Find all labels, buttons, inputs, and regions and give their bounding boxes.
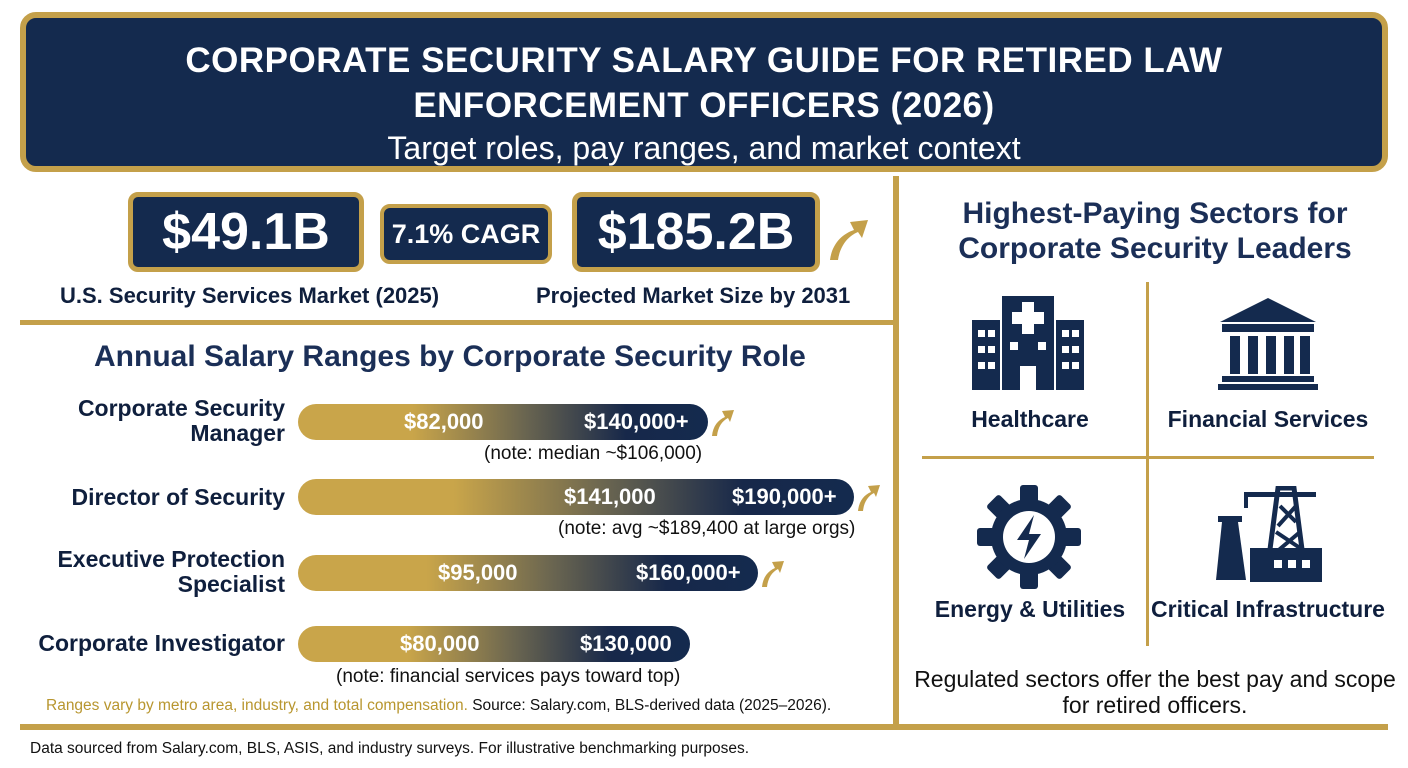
salary-high: $130,000 bbox=[580, 631, 672, 656]
salary-footnote-source: Source: Salary.com, BLS-derived data (20… bbox=[472, 697, 832, 714]
sectors-caption: Regulated sectors offer the best pay and… bbox=[914, 666, 1396, 718]
market-projected-label: Projected Market Size by 2031 bbox=[536, 283, 851, 308]
sector-label-healthcare: Healthcare bbox=[971, 406, 1089, 432]
hospital-icon bbox=[972, 296, 1084, 390]
salary-high: $190,000+ bbox=[732, 484, 837, 509]
growth-arrow-icon bbox=[830, 220, 868, 260]
market-current-value: $49.1B bbox=[128, 192, 364, 272]
salary-footnote-caveat: Ranges vary by metro area, industry, and… bbox=[46, 697, 468, 714]
salary-low: $80,000 bbox=[400, 631, 480, 656]
infrastructure-icon bbox=[1216, 486, 1322, 582]
salary-up-arrow-icon bbox=[858, 485, 880, 511]
salary-note: (note: avg ~$189,400 at large orgs) bbox=[558, 518, 856, 539]
bottom-divider bbox=[20, 724, 1388, 730]
sectors-title: Highest-Paying Sectors for Corporate Sec… bbox=[958, 197, 1352, 265]
salary-range-bar: $82,000 $140,000+ bbox=[298, 404, 708, 440]
salary-low: $141,000 bbox=[564, 484, 656, 509]
salary-low: $95,000 bbox=[438, 560, 518, 585]
sector-grid-vertical bbox=[1146, 282, 1149, 646]
role-label: Corporate Security Manager bbox=[77, 395, 285, 446]
sector-label-infrastructure: Critical Infrastructure bbox=[1151, 596, 1385, 622]
page-subtitle: Target roles, pay ranges, and market con… bbox=[387, 130, 1021, 166]
salary-section-title: Annual Salary Ranges by Corporate Securi… bbox=[94, 340, 806, 373]
salary-note: (note: median ~$106,000) bbox=[484, 443, 703, 464]
market-current-label: U.S. Security Services Market (2025) bbox=[60, 283, 440, 308]
salary-high: $140,000+ bbox=[584, 409, 689, 434]
salary-range-bar: $95,000 $160,000+ bbox=[298, 555, 758, 591]
role-label: Corporate Investigator bbox=[38, 630, 285, 656]
sector-label-financial: Financial Services bbox=[1167, 406, 1369, 432]
salary-note: (note: financial services pays toward to… bbox=[336, 666, 681, 687]
market-projected-value: $185.2B bbox=[572, 192, 820, 272]
salary-up-arrow-icon bbox=[762, 561, 784, 587]
header-banner: CORPORATE SECURITY SALARY GUIDE FOR RETI… bbox=[20, 12, 1388, 172]
salary-up-arrow-icon bbox=[712, 410, 734, 436]
salary-high: $160,000+ bbox=[636, 560, 741, 585]
energy-gear-icon bbox=[977, 485, 1081, 589]
role-label: Director of Security bbox=[71, 484, 285, 510]
vertical-divider bbox=[893, 176, 899, 724]
salary-range-bar: $141,000 $190,000+ bbox=[298, 479, 854, 515]
sector-label-energy: Energy & Utilities bbox=[934, 596, 1126, 622]
salary-low: $82,000 bbox=[404, 409, 484, 434]
salary-range-bar: $80,000 $130,000 bbox=[298, 626, 690, 662]
salary-footnote: Ranges vary by metro area, industry, and… bbox=[46, 697, 831, 715]
page-title: CORPORATE SECURITY SALARY GUIDE FOR RETI… bbox=[185, 41, 1223, 125]
market-cagr: 7.1% CAGR bbox=[380, 204, 552, 264]
market-divider bbox=[20, 320, 896, 325]
role-label: Executive Protection Specialist bbox=[57, 546, 285, 597]
bank-icon bbox=[1218, 298, 1318, 390]
data-source-footer: Data sourced from Salary.com, BLS, ASIS,… bbox=[30, 740, 750, 757]
